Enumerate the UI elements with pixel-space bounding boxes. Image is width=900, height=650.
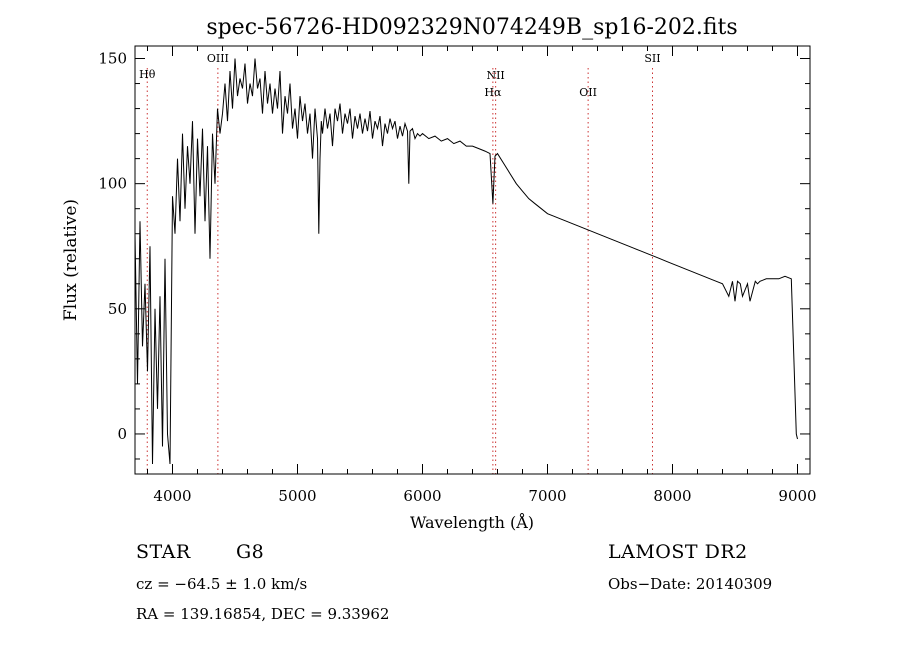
x-tick-label: 6000 xyxy=(403,487,441,505)
x-tick-label: 7000 xyxy=(528,487,566,505)
spectrum-line xyxy=(134,58,798,465)
y-axis-label: Flux (relative) xyxy=(61,199,81,321)
y-tick-label: 100 xyxy=(98,175,127,193)
x-tick-label: 4000 xyxy=(153,487,191,505)
line-label: Hθ xyxy=(139,68,156,81)
emission-line-markers: Hθ OIII NII Hα OII SII xyxy=(139,52,661,474)
chart-title: spec-56726-HD092329N074249B_sp16-202.fit… xyxy=(206,15,737,40)
line-label: SII xyxy=(644,52,660,65)
y-tick-label: 150 xyxy=(98,50,127,68)
y-tick-label: 50 xyxy=(108,300,127,318)
line-label: OIII xyxy=(207,52,229,65)
x-tick-label: 5000 xyxy=(278,487,316,505)
axis-ticks: 4000 5000 6000 7000 8000 9000 0 50 100 150 xyxy=(98,46,817,505)
x-tick-label: 9000 xyxy=(778,487,816,505)
y-tick-label: 0 xyxy=(117,425,127,443)
x-axis-label: Wavelength (Å) xyxy=(410,512,534,532)
plot-frame xyxy=(134,45,811,475)
line-label: NII xyxy=(486,69,504,82)
redshift-velocity: cz = −64.5 ± 1.0 km/s xyxy=(136,575,308,593)
sky-coordinates: RA = 139.16854, DEC = 9.33962 xyxy=(136,605,390,623)
observation-date: Obs−Date: 20140309 xyxy=(608,575,773,593)
x-tick-label: 8000 xyxy=(653,487,691,505)
survey-name: LAMOST DR2 xyxy=(608,541,748,563)
line-label: Hα xyxy=(484,86,502,99)
object-subclass: G8 xyxy=(236,541,265,563)
line-label: OII xyxy=(579,86,597,99)
object-type: STAR xyxy=(136,541,191,563)
